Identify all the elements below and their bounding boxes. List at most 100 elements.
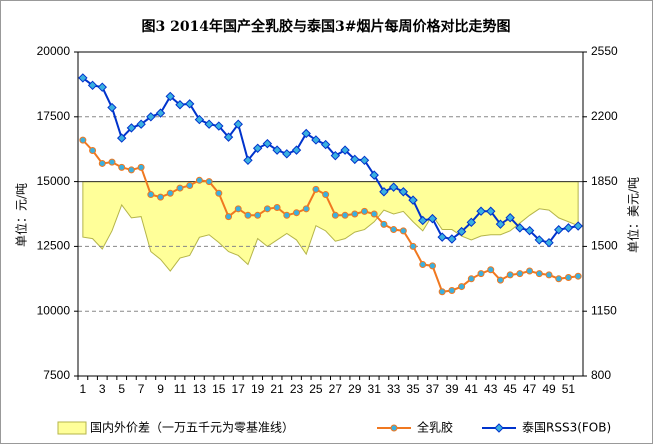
y-tick-label: 17500 [37,109,71,123]
marker [243,155,253,166]
marker [466,217,477,228]
x-tick-label: 35 [406,382,420,396]
marker [107,102,117,113]
marker [398,187,409,197]
marker [311,135,321,145]
marker [147,191,155,199]
y-tick-label: 20000 [37,44,71,58]
marker [437,232,447,242]
marker [184,99,195,109]
x-tick-label: 39 [445,382,459,396]
marker [157,193,165,201]
marker [351,210,359,218]
x-tick-label: 7 [138,382,145,396]
x-tick-label: 49 [542,382,556,396]
x-tick-label: 5 [118,382,125,396]
x-tick-label: 29 [348,382,362,396]
marker [223,132,234,142]
x-tick-label: 9 [157,382,164,396]
x-tick-label: 11 [174,382,187,396]
line [82,77,579,244]
marker [573,221,583,231]
marker [379,187,389,197]
marker [165,91,175,102]
marker [205,178,213,186]
marker [87,80,98,91]
marker [127,166,135,174]
x-tick-label: 33 [387,382,401,396]
line [82,139,579,293]
marker [322,191,330,199]
marker [545,271,553,279]
legend-label: 国内外价差（一万五千元为零基准线） [90,421,294,435]
x-tick-label: 17 [232,382,246,396]
marker [215,189,223,197]
marker [526,267,534,275]
marker [360,207,368,215]
marker [534,235,545,245]
marker [195,176,203,184]
area [82,181,579,272]
x-tick-label: 13 [193,382,207,396]
y2-tick-label: 2550 [591,44,618,58]
x-tick-label: 1 [80,382,87,396]
marker [204,119,214,129]
marker [98,159,106,167]
marker [506,271,514,279]
x-tick-label: 19 [251,382,265,396]
legend-marker [390,424,398,432]
marker [564,274,572,282]
marker [486,206,496,216]
marker [97,82,107,92]
marker [477,270,485,278]
x-tick-label: 21 [270,382,284,396]
x-tick-label: 27 [329,382,343,396]
plot-border [77,51,584,377]
marker [282,149,292,159]
y2-tick-label: 1150 [591,303,617,317]
x-tick-label: 37 [426,382,440,396]
marker [330,150,341,161]
marker [369,170,379,180]
y2-tick-label: 1500 [591,239,618,253]
marker [320,139,331,150]
marker [302,205,310,213]
marker [126,123,137,133]
marker [438,288,446,296]
marker [293,209,301,217]
marker [448,286,456,294]
marker [516,270,524,278]
marker [476,206,486,216]
x-tick-label: 43 [484,382,498,396]
marker [380,220,388,228]
x-tick-label: 31 [368,382,382,396]
legend-swatch [57,421,87,435]
marker [554,225,564,235]
marker [155,108,166,118]
marker [390,226,398,234]
marker [408,195,418,205]
chart-title: 图3 2014年国产全乳胶与泰国3#烟片每周价格对比走势图 [141,18,510,35]
y2-tick-label: 2200 [591,109,618,123]
y-tick-label: 15000 [37,174,71,188]
marker [341,211,349,219]
marker [146,112,156,122]
x-tick-label: 41 [465,382,479,396]
marker [225,213,233,221]
marker [262,138,273,149]
marker [118,163,126,171]
marker [388,182,399,192]
marker [108,158,116,166]
marker [137,163,145,171]
marker [312,185,320,193]
marker [89,146,97,154]
marker [166,189,174,197]
marker [283,211,291,219]
marker [301,128,311,139]
marker [359,155,370,166]
x-tick-label: 25 [309,382,323,396]
y-tick-label: 7500 [43,368,70,382]
marker [273,204,281,212]
y2-axis-label: 单位：美元/吨 [626,177,641,253]
